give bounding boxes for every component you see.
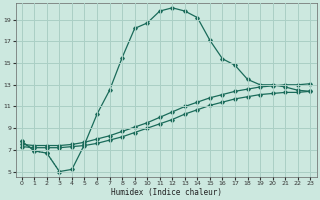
- X-axis label: Humidex (Indice chaleur): Humidex (Indice chaleur): [110, 188, 221, 197]
